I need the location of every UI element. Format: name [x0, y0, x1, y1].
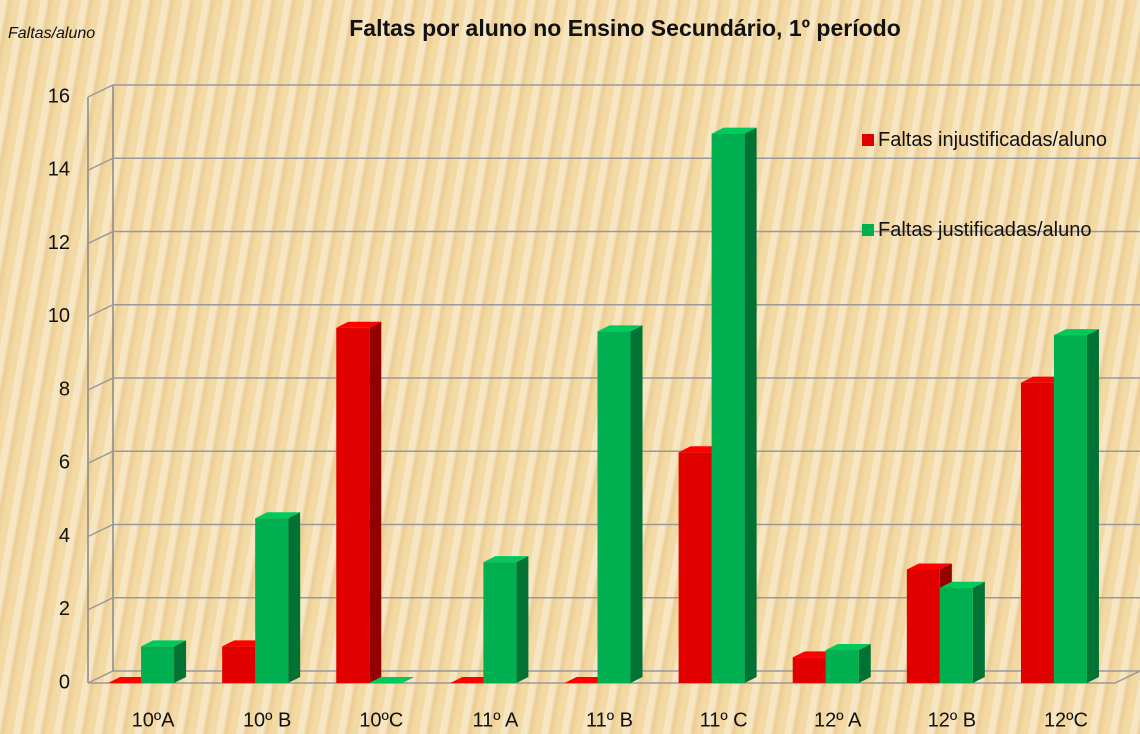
bar-front: [825, 650, 859, 683]
bar-top: [255, 512, 301, 519]
grid-line: [87, 597, 1140, 611]
bar-side: [972, 581, 985, 683]
x-tick-label: 11º A: [472, 709, 519, 731]
bar-top: [939, 581, 985, 588]
bar-top: [906, 563, 952, 570]
legend-swatch: [862, 134, 874, 146]
bar-front: [906, 569, 940, 683]
x-tick-label: 10ºC: [359, 709, 403, 731]
grid-line: [87, 157, 1140, 171]
bar-front: [141, 646, 175, 683]
grid-line: [87, 304, 1140, 318]
bar-side: [516, 556, 529, 683]
bar-front: [711, 133, 745, 683]
bar-top: [336, 321, 382, 328]
chart-title: Faltas por aluno no Ensino Secundário, 1…: [349, 15, 901, 41]
x-tick-label: 12º A: [814, 709, 862, 731]
bar-front: [1020, 382, 1054, 683]
x-tick-label: 11º C: [700, 709, 748, 731]
bar: [825, 644, 871, 683]
legend-swatch: [862, 224, 874, 236]
y-tick-label: 6: [59, 452, 70, 474]
bar-top: [597, 325, 643, 332]
x-tick-label: 12º B: [928, 709, 976, 731]
grid-line: [87, 84, 1140, 98]
y-axis-label: Faltas/aluno: [8, 25, 95, 42]
x-tick-label: 11º B: [586, 709, 633, 731]
y-tick-label: 16: [48, 85, 70, 107]
y-tick-label: 10: [48, 305, 70, 327]
bar-top: [711, 127, 757, 134]
bar-side: [174, 640, 187, 683]
x-tick-label: 12ºC: [1044, 709, 1088, 731]
x-tick-label: 10ºA: [132, 709, 176, 731]
floor-right: [1114, 670, 1140, 684]
bar: [711, 127, 757, 683]
bar-side: [1086, 329, 1099, 683]
bar: [336, 321, 382, 683]
y-tick-label: 0: [59, 671, 70, 693]
bar-top: [825, 644, 871, 651]
legend-label: Faltas injustificadas/aluno: [878, 129, 1108, 151]
bar-front: [939, 587, 973, 683]
bar: [369, 677, 415, 683]
bar-side: [288, 512, 301, 683]
grid-line: [87, 377, 1140, 391]
bar-top: [483, 556, 529, 563]
bar-top: [141, 640, 187, 647]
bar: [1053, 329, 1099, 683]
bar-front: [336, 327, 370, 683]
bar-top: [1053, 329, 1099, 336]
bar-front: [483, 562, 517, 683]
legend-label: Faltas justificadas/aluno: [878, 219, 1092, 241]
bar: [141, 640, 187, 683]
grid-line: [87, 230, 1140, 245]
bar: [597, 325, 643, 683]
bar-side: [369, 321, 382, 683]
y-tick-label: 14: [48, 159, 70, 181]
bar-top: [369, 677, 415, 683]
bar-front: [255, 518, 289, 683]
bar-side: [744, 127, 757, 683]
bar: [483, 556, 529, 683]
y-tick-label: 8: [59, 378, 70, 400]
legend-item: Faltas injustificadas/aluno: [862, 128, 1112, 152]
bar-front: [792, 657, 826, 683]
bar-front: [1053, 335, 1087, 683]
bar: [255, 512, 301, 683]
grid-line: [87, 523, 1140, 538]
grid-line: [87, 450, 1140, 464]
y-tick-label: 4: [59, 525, 70, 547]
bar: [939, 581, 985, 683]
x-tick-label: 10º B: [243, 709, 291, 731]
bar-front: [222, 646, 256, 683]
legend-item: Faltas justificadas/aluno: [862, 218, 1112, 242]
bar-front: [597, 331, 631, 683]
bar-front: [678, 452, 712, 683]
bar-side: [858, 644, 871, 683]
y-tick-label: 2: [59, 598, 70, 620]
y-tick-label: 12: [48, 232, 70, 254]
bar-side: [630, 325, 643, 683]
